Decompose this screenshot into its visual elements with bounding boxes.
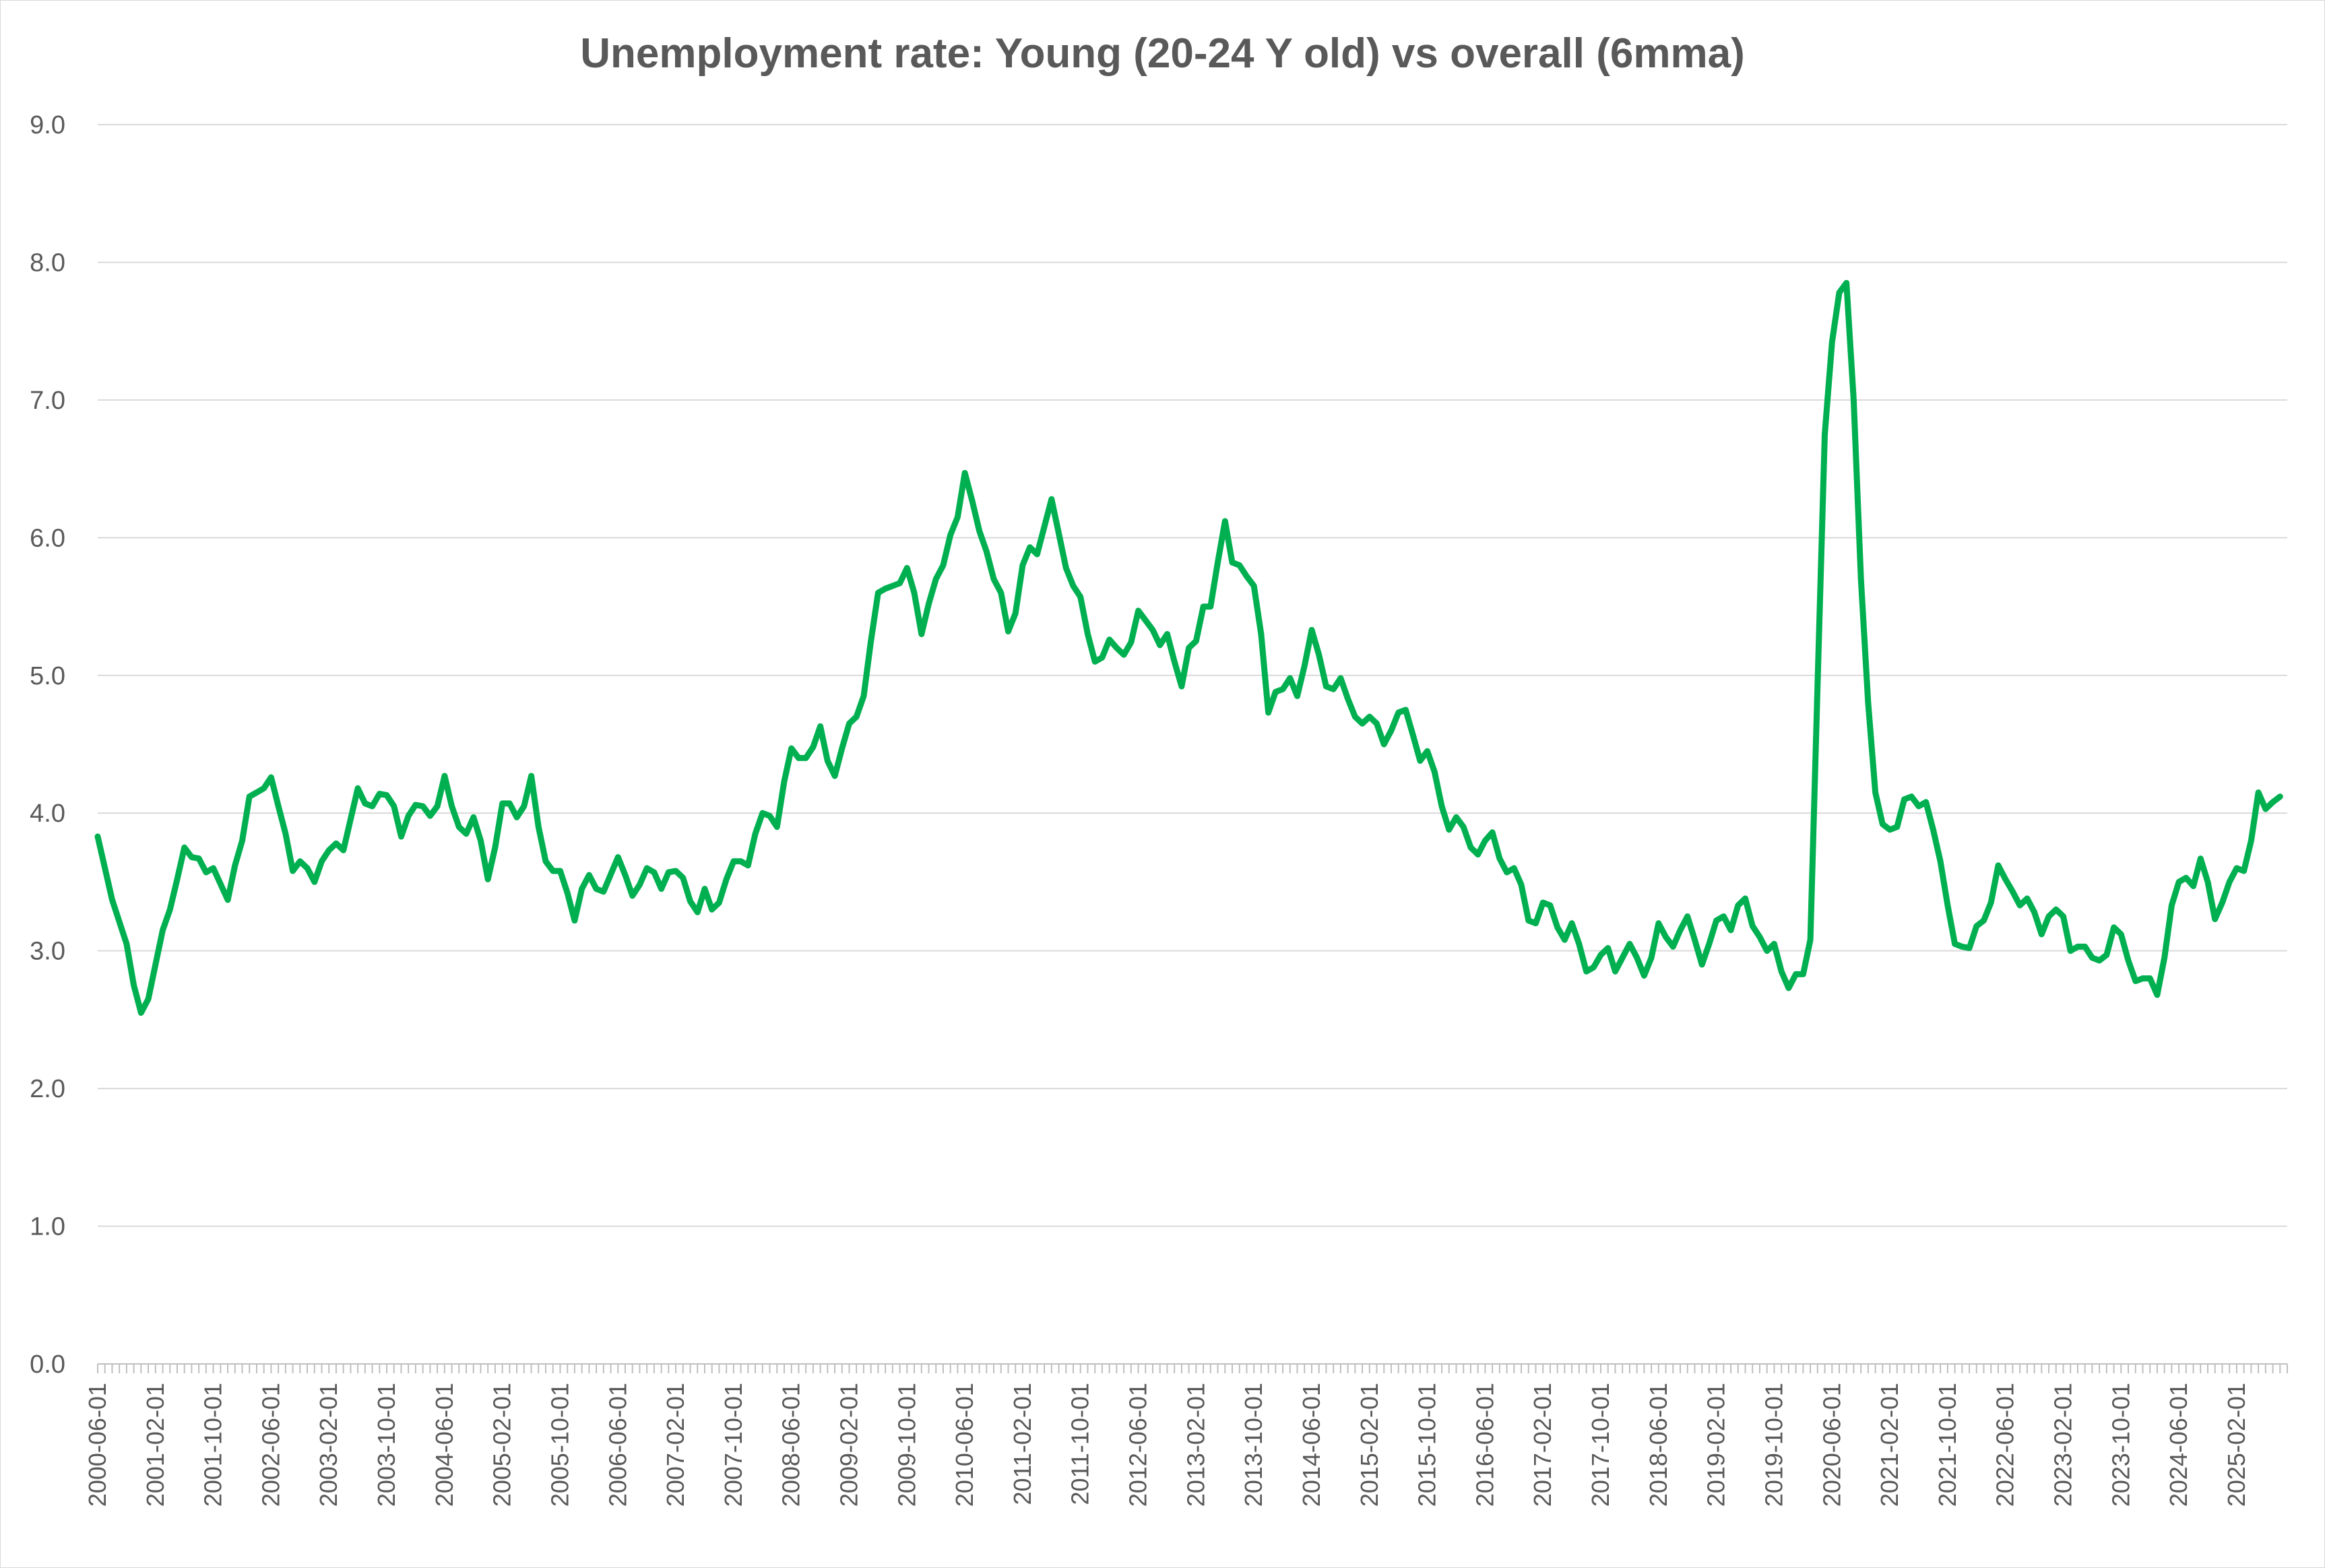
x-tick-label: 2009-10-01 xyxy=(893,1383,920,1507)
x-tick-label: 2018-06-01 xyxy=(1645,1383,1672,1507)
x-tick-label: 2013-10-01 xyxy=(1240,1383,1267,1507)
x-tick-label: 2017-10-01 xyxy=(1587,1383,1614,1507)
x-tick-label: 2005-10-01 xyxy=(546,1383,573,1507)
x-axis xyxy=(97,1363,2288,1373)
x-tick-label: 2022-06-01 xyxy=(1992,1383,2019,1507)
y-tick-label: 8.0 xyxy=(30,249,65,277)
x-tick-label: 2008-06-01 xyxy=(777,1383,805,1507)
gridlines xyxy=(98,124,2287,1227)
x-tick-label: 2001-02-01 xyxy=(141,1383,169,1507)
x-tick-label: 2011-02-01 xyxy=(1009,1383,1036,1505)
x-tick-label: 2024-06-01 xyxy=(2165,1383,2192,1507)
y-tick-label: 5.0 xyxy=(30,662,65,690)
x-tick-label: 2023-02-01 xyxy=(2049,1383,2076,1507)
y-tick-label: 1.0 xyxy=(30,1213,65,1241)
x-tick-label: 2016-06-01 xyxy=(1471,1383,1498,1507)
y-tick-label: 4.0 xyxy=(30,799,65,828)
x-tick-label: 2003-02-01 xyxy=(315,1383,342,1507)
chart-title: Unemployment rate: Young (20-24 Y old) v… xyxy=(580,30,1745,77)
x-tick-label: 2010-06-01 xyxy=(951,1383,978,1507)
x-tick-label: 2001-10-01 xyxy=(199,1383,227,1507)
x-tick-label: 2019-02-01 xyxy=(1702,1383,1730,1507)
x-tick-labels: 2000-06-01 2001-02-01 2001-10-01 2002-06-01… xyxy=(84,1383,2250,1507)
x-tick-label: 2005-02-01 xyxy=(488,1383,516,1507)
x-tick-label: 2015-02-01 xyxy=(1356,1383,1383,1507)
x-tick-label: 2007-10-01 xyxy=(720,1383,747,1507)
series-layer xyxy=(94,280,2283,1016)
y-tick-label: 2.0 xyxy=(30,1075,65,1103)
x-tick-label: 2004-06-01 xyxy=(431,1383,458,1507)
x-tick-label: 2020-06-01 xyxy=(1818,1383,1845,1507)
y-tick-label: 9.0 xyxy=(30,111,65,139)
x-tick-label: 2023-10-01 xyxy=(2107,1383,2134,1507)
x-tick-label: 2019-10-01 xyxy=(1760,1383,1787,1507)
x-tick-label: 2021-10-01 xyxy=(1934,1383,1961,1507)
y-tick-label: 0.0 xyxy=(30,1350,65,1379)
x-tick-label: 2007-02-01 xyxy=(662,1383,689,1507)
x-tick-label: 2014-06-01 xyxy=(1298,1383,1325,1507)
x-tick-label: 2025-02-01 xyxy=(2223,1383,2250,1507)
y-tick-label: 7.0 xyxy=(30,387,65,415)
x-tick-label: 2017-02-01 xyxy=(1529,1383,1556,1507)
y-tick-label: 6.0 xyxy=(30,524,65,552)
x-tick-label: 2021-02-01 xyxy=(1876,1383,1903,1507)
x-tick-label: 2013-02-01 xyxy=(1182,1383,1209,1507)
x-tick-label: 2002-06-01 xyxy=(257,1383,284,1507)
x-tick-label: 2000-06-01 xyxy=(84,1383,111,1507)
x-tick-label: 2011-10-01 xyxy=(1066,1383,1094,1505)
series-line xyxy=(94,280,2283,1016)
x-tick-label: 2012-06-01 xyxy=(1124,1383,1152,1507)
x-tick-label: 2015-10-01 xyxy=(1413,1383,1441,1507)
x-tick-label: 2009-02-01 xyxy=(835,1383,863,1507)
y-tick-label: 3.0 xyxy=(30,938,65,966)
x-tick-label: 2006-06-01 xyxy=(604,1383,631,1507)
x-tick-label: 2003-10-01 xyxy=(373,1383,400,1507)
y-axis: 0.0 1.0 2.0 3.0 4.0 5.0 6.0 7.0 8.0 9.0 xyxy=(30,111,65,1379)
